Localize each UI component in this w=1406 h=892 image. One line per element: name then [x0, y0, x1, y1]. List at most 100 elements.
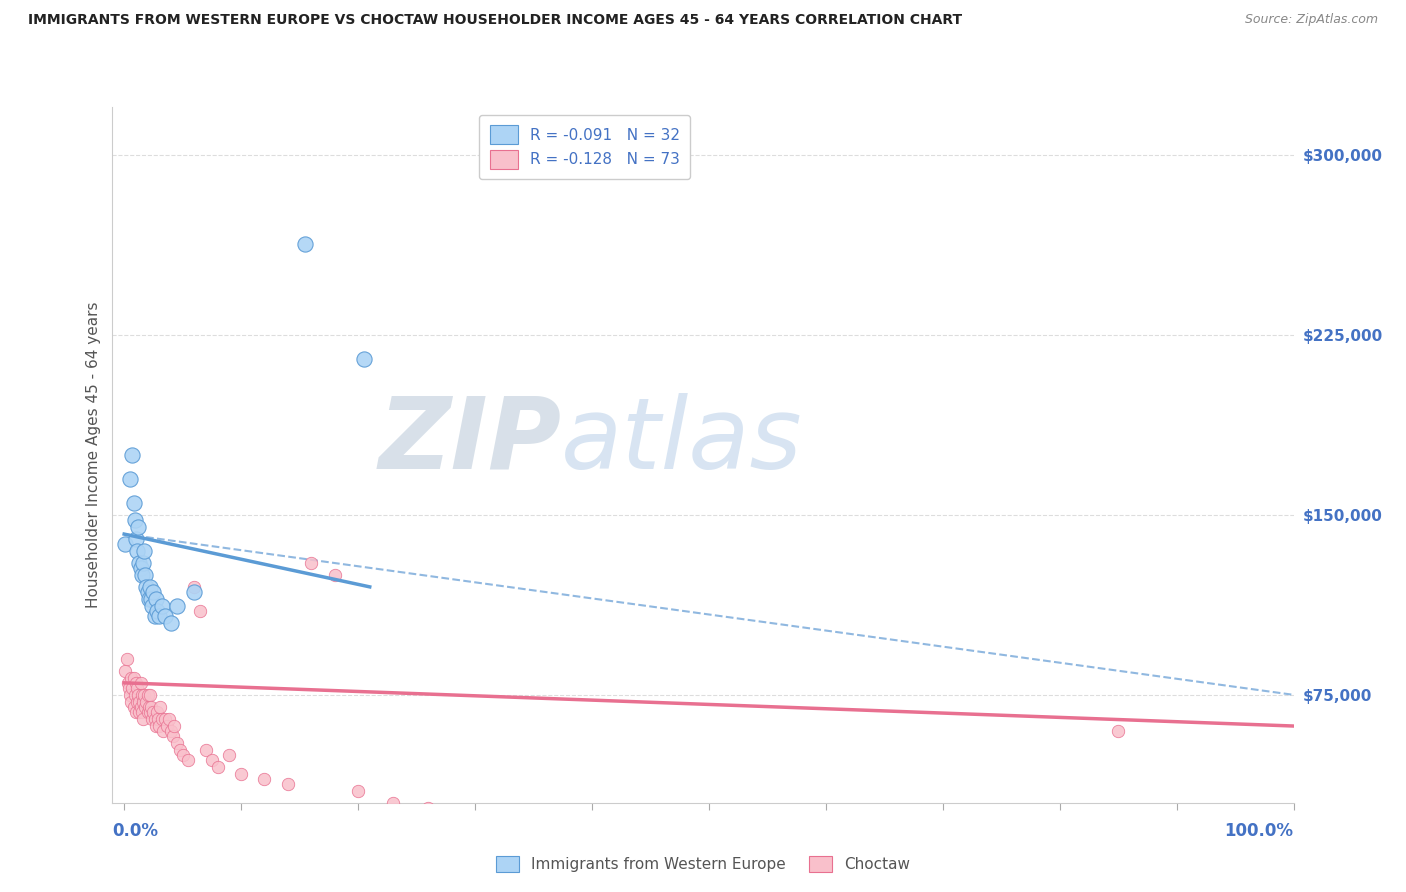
Point [134, 699, 156, 714]
Point [172, 747, 194, 762]
Point [149, 699, 172, 714]
Point [229, 767, 252, 781]
Point [117, 676, 139, 690]
Point [162, 729, 184, 743]
Point [115, 652, 138, 666]
Point [201, 753, 224, 767]
Text: IMMIGRANTS FROM WESTERN EUROPE VS CHOCTAW HOUSEHOLDER INCOME AGES 45 - 64 YEARS : IMMIGRANTS FROM WESTERN EUROPE VS CHOCTA… [28, 13, 962, 28]
Point [148, 608, 170, 623]
Point [253, 772, 276, 786]
Point [114, 664, 136, 678]
Point [120, 695, 142, 709]
Point [139, 580, 162, 594]
Point [157, 712, 180, 726]
Legend: R = -0.091   N = 32, R = -0.128   N = 73: R = -0.091 N = 32, R = -0.128 N = 73 [479, 115, 690, 179]
Point [124, 688, 146, 702]
Point [145, 591, 167, 606]
Point [139, 705, 162, 719]
Point [177, 753, 200, 767]
Text: 0.0%: 0.0% [112, 822, 159, 840]
Point [122, 671, 145, 685]
Point [124, 513, 146, 527]
Text: ZIP: ZIP [378, 392, 561, 490]
Point [146, 705, 169, 719]
Point [122, 496, 145, 510]
Point [139, 699, 162, 714]
Point [299, 556, 322, 570]
Point [146, 604, 169, 618]
Legend: Immigrants from Western Europe, Choctaw: Immigrants from Western Europe, Choctaw [488, 848, 918, 880]
Point [150, 712, 173, 726]
Point [323, 567, 346, 582]
Point [120, 671, 142, 685]
Point [353, 351, 375, 366]
Point [143, 608, 166, 623]
Point [136, 584, 159, 599]
Point [128, 556, 150, 570]
Point [118, 472, 141, 486]
Point [142, 705, 165, 719]
Point [121, 448, 143, 462]
Point [125, 544, 148, 558]
Point [145, 719, 167, 733]
Point [135, 695, 157, 709]
Point [114, 537, 136, 551]
Point [129, 676, 152, 690]
Point [347, 784, 370, 798]
Point [581, 815, 603, 830]
Point [153, 712, 176, 726]
Point [188, 604, 211, 618]
Point [129, 560, 152, 574]
Point [166, 599, 188, 613]
Point [131, 705, 153, 719]
Point [163, 719, 186, 733]
Point [143, 712, 166, 726]
Point [128, 705, 150, 719]
Point [207, 760, 229, 774]
Point [153, 608, 176, 623]
Point [169, 743, 191, 757]
Text: Source: ZipAtlas.com: Source: ZipAtlas.com [1244, 13, 1378, 27]
Text: atlas: atlas [561, 392, 803, 490]
Point [135, 580, 157, 594]
Point [132, 712, 155, 726]
Point [142, 584, 165, 599]
Point [132, 544, 155, 558]
Point [127, 520, 149, 534]
Point [128, 695, 150, 709]
Point [122, 699, 145, 714]
Point [118, 681, 141, 695]
Point [277, 776, 299, 790]
Point [218, 747, 240, 762]
Point [382, 796, 405, 810]
Point [183, 580, 205, 594]
Point [136, 688, 159, 702]
Point [418, 800, 440, 814]
Point [156, 719, 179, 733]
Point [125, 695, 148, 709]
Point [160, 723, 183, 738]
Point [294, 236, 316, 251]
Point [873, 824, 896, 838]
Point [522, 807, 544, 822]
Point [125, 676, 148, 690]
Point [134, 567, 156, 582]
Point [131, 567, 153, 582]
Point [136, 705, 159, 719]
Point [195, 743, 218, 757]
Point [129, 699, 152, 714]
Point [138, 699, 160, 714]
Point [141, 599, 163, 613]
Point [125, 705, 148, 719]
Point [131, 688, 153, 702]
Point [166, 736, 188, 750]
Point [150, 599, 173, 613]
Point [146, 712, 169, 726]
Point [138, 591, 160, 606]
Text: 100.0%: 100.0% [1225, 822, 1294, 840]
Point [183, 584, 205, 599]
Point [139, 688, 162, 702]
Point [139, 591, 162, 606]
Point [464, 807, 486, 822]
Point [127, 688, 149, 702]
